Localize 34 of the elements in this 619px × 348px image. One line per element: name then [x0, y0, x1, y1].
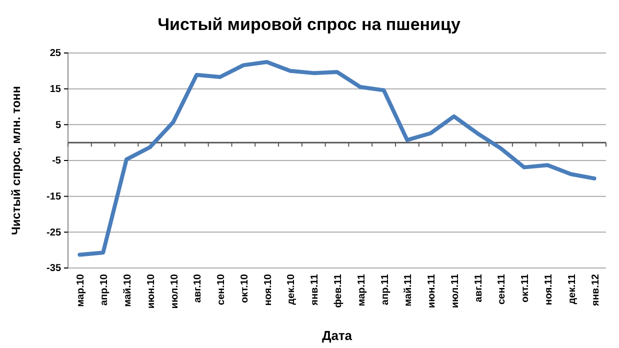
x-tick-label: апр.11: [380, 274, 391, 306]
x-tick-label: июн.11: [426, 274, 438, 308]
y-tick-label: -25: [46, 227, 62, 238]
x-tick-label: мар.10: [76, 274, 87, 307]
x-tick-label: июн.10: [146, 274, 157, 309]
x-tick-label: мар.11: [356, 274, 368, 306]
x-tick-label: ноя.10: [262, 274, 274, 306]
x-tick-label: дек.10: [286, 274, 298, 305]
x-tick-label: фев.11: [333, 274, 344, 308]
x-tick-label: окт.10: [239, 274, 250, 304]
x-axis-title: Дата: [322, 328, 353, 343]
x-tick-label: апр.10: [99, 274, 110, 306]
x-tick-label: окт.11: [520, 274, 532, 302]
x-tick-label: июл.11: [450, 274, 461, 308]
x-tick-label: авг.11: [473, 274, 484, 302]
x-tick-label: май.11: [403, 274, 414, 306]
x-tick-label: янв.12: [590, 274, 602, 306]
chart-title: Чистый мировой спрос на пшеницу: [158, 15, 461, 34]
x-tick-label: сен.10: [216, 274, 228, 306]
y-axis-title: Чистый спрос, млн. тонн: [9, 86, 23, 236]
y-tick-label: -15: [46, 192, 62, 203]
x-tick-label: июл.10: [169, 274, 180, 309]
x-tick-label: янв.11: [310, 274, 321, 306]
y-tick-label: -5: [52, 156, 62, 167]
x-tick-label: дек.11: [566, 274, 578, 304]
x-tick-label: ноя.11: [544, 274, 555, 306]
y-tick-label: -35: [46, 263, 62, 274]
x-tick-label: май.10: [122, 274, 134, 307]
y-tick-label: 25: [50, 48, 62, 60]
line-series: [78, 60, 596, 257]
x-tick-label: сен.11: [496, 274, 508, 305]
x-tick-label: авг.10: [192, 274, 204, 303]
y-tick-label: 5: [55, 120, 62, 131]
y-tick-label: 15: [50, 84, 62, 96]
